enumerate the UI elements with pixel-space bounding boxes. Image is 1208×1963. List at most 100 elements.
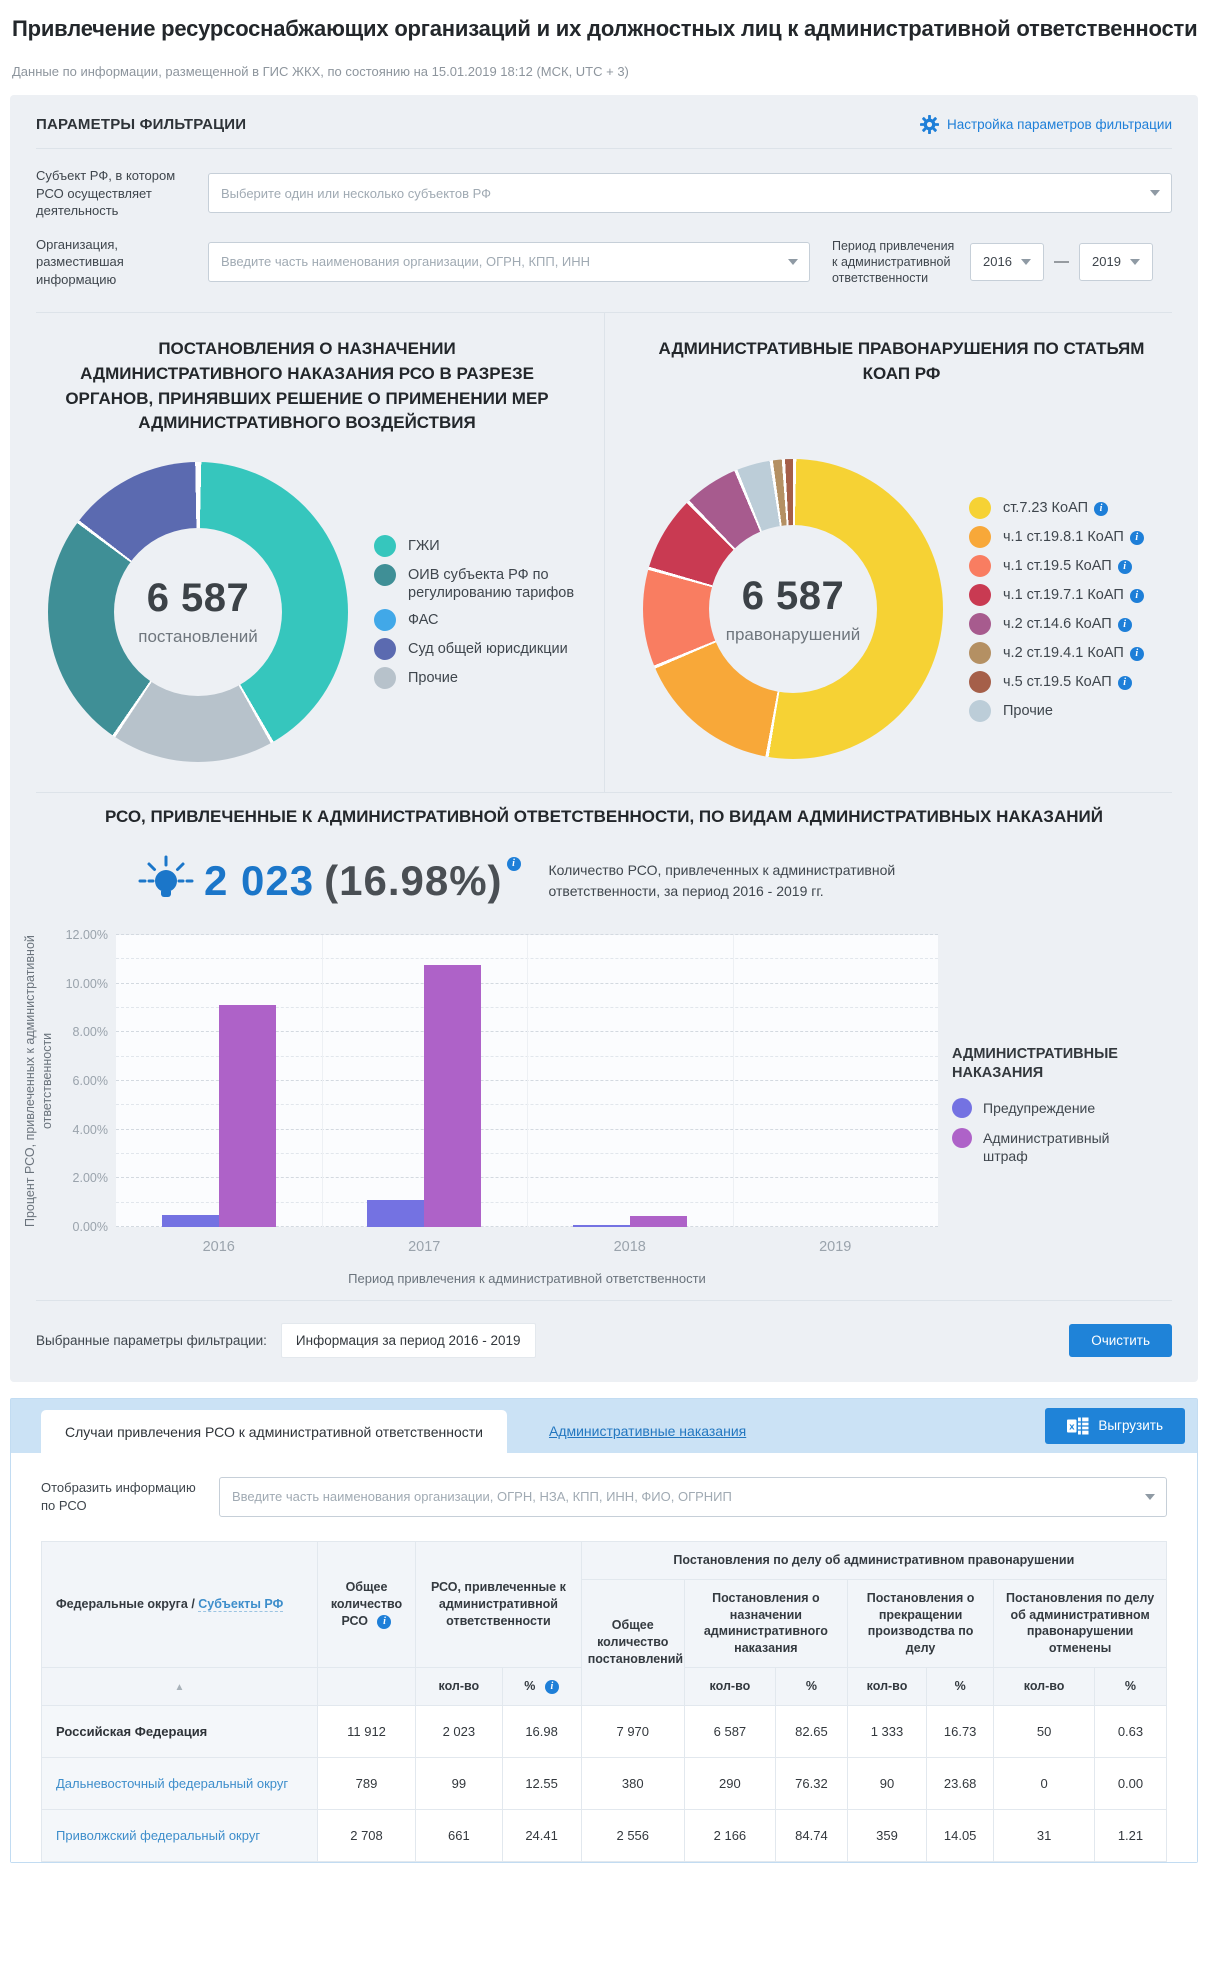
table-cell: 31 bbox=[993, 1809, 1095, 1863]
chevron-down-icon[interactable] bbox=[1145, 1493, 1155, 1500]
table-cell: 84.74 bbox=[774, 1809, 848, 1863]
x-axis-title: Период привлечения к административной от… bbox=[348, 1270, 706, 1286]
legend-label: ч.2 ст.14.6 КоАП i bbox=[1003, 613, 1132, 633]
table-cell: 76.32 bbox=[774, 1757, 848, 1811]
donut-section-offenses: АДМИНИСТРАТИВНЫЕ ПРАВОНАРУШЕНИЯ ПО СТАТЬ… bbox=[604, 313, 1198, 792]
table-cell: 7 970 bbox=[580, 1705, 685, 1759]
rso-filter-input[interactable] bbox=[219, 1476, 1167, 1517]
legend-item[interactable]: Административный штраф bbox=[952, 1127, 1190, 1165]
bar-group-2019 bbox=[733, 935, 939, 1227]
donut-total-value: 6 587 bbox=[741, 573, 845, 618]
bar-2018-Предупреждение[interactable] bbox=[572, 1225, 630, 1227]
legend-dot-icon bbox=[969, 699, 991, 722]
legend-item[interactable]: ч.1 ст.19.8.1 КоАП i bbox=[969, 525, 1144, 548]
legend-item[interactable]: ч.2 ст.14.6 КоАП i bbox=[969, 612, 1144, 635]
table-cell: 290 bbox=[683, 1757, 776, 1811]
bar-2016-Предупреждение[interactable] bbox=[161, 1214, 219, 1227]
legend-item[interactable]: ГЖИ bbox=[374, 534, 588, 557]
y-tick-label: 0.00% bbox=[72, 1219, 108, 1234]
info-icon[interactable]: i bbox=[1117, 618, 1132, 633]
period-filter-label: Период привлечения к административной от… bbox=[832, 238, 955, 286]
legend-label: ч.5 ст.19.5 КоАП i bbox=[1003, 671, 1132, 691]
legend-item[interactable]: ч.1 ст.19.7.1 КоАП i bbox=[969, 583, 1144, 606]
legend-item[interactable]: Прочие bbox=[969, 699, 1144, 722]
legend-label: Суд общей юрисдикции bbox=[408, 640, 568, 657]
info-icon[interactable]: i bbox=[1129, 647, 1144, 662]
bar-plot-area[interactable] bbox=[116, 933, 939, 1227]
filter-settings-link[interactable]: Настройка параметров фильтрации bbox=[919, 115, 1172, 134]
chevron-down-icon bbox=[1021, 258, 1031, 265]
info-icon[interactable]: i bbox=[544, 1679, 559, 1694]
legend-item[interactable]: Предупреждение bbox=[952, 1097, 1190, 1118]
info-icon[interactable]: i bbox=[506, 856, 521, 871]
legend-dot-icon bbox=[952, 1127, 972, 1148]
page: Привлечение ресурсоснабжающих организаци… bbox=[10, 16, 1198, 1864]
table-cell: 99 bbox=[415, 1757, 503, 1811]
info-icon[interactable]: i bbox=[1129, 589, 1144, 604]
info-icon[interactable]: i bbox=[377, 1614, 392, 1629]
legend-label: Предупреждение bbox=[983, 1099, 1096, 1116]
sort-header: ▲ bbox=[41, 1667, 318, 1707]
bar-2017-Административный штраф[interactable] bbox=[424, 965, 482, 1227]
info-icon[interactable]: i bbox=[1094, 502, 1109, 517]
info-icon[interactable]: i bbox=[1117, 676, 1132, 691]
legend-item[interactable]: ОИВ субъекта РФ по регулированию тарифов bbox=[374, 563, 588, 602]
bar-2016-Административный штраф[interactable] bbox=[218, 1005, 276, 1227]
district-link[interactable]: Дальневосточный федеральный округ bbox=[56, 1776, 289, 1792]
kpi-rso-count: 2 023 bbox=[204, 856, 315, 904]
table-cell: 14.05 bbox=[926, 1809, 995, 1863]
subjects-rf-link[interactable]: Субъекты РФ bbox=[198, 1597, 284, 1613]
legend-dot-icon bbox=[969, 554, 991, 577]
table-cell: 789 bbox=[316, 1757, 417, 1811]
donut-legend-offenses: ст.7.23 КоАП i ч.1 ст.19.8.1 КоАП i ч.1 ст.1… bbox=[969, 490, 1144, 729]
legend-item[interactable]: ч.5 ст.19.5 КоАП i bbox=[969, 670, 1144, 693]
col-header-federal-districts: Федеральные округа / Субъекты РФ bbox=[41, 1540, 318, 1669]
legend-dot-icon bbox=[374, 563, 396, 586]
info-icon[interactable]: i bbox=[1129, 531, 1144, 546]
y-tick-label: 8.00% bbox=[72, 1025, 108, 1040]
legend-item[interactable]: ст.7.23 КоАП i bbox=[969, 496, 1144, 519]
bar-2018-Административный штраф[interactable] bbox=[629, 1215, 687, 1227]
district-link[interactable]: Приволжский федеральный округ bbox=[56, 1828, 261, 1844]
table-cell: 380 bbox=[580, 1757, 685, 1811]
table-cell: 11 912 bbox=[316, 1705, 417, 1759]
export-button[interactable]: x Выгрузить bbox=[1045, 1407, 1185, 1444]
legend-item[interactable]: ч.2 ст.19.4.1 КоАП i bbox=[969, 641, 1144, 664]
legend-item[interactable]: Прочие bbox=[374, 666, 588, 689]
table-cell: 16.98 bbox=[501, 1705, 582, 1759]
legend-label: ст.7.23 КоАП i bbox=[1003, 497, 1109, 517]
subcol-qty: кол-во bbox=[993, 1667, 1095, 1707]
org-filter-input[interactable] bbox=[208, 241, 810, 282]
y-tick-label: 2.00% bbox=[72, 1171, 108, 1186]
chevron-down-icon bbox=[1130, 258, 1140, 265]
col-header-cancelled: Постановления по делу об административно… bbox=[993, 1578, 1167, 1669]
clear-filters-button[interactable]: Очистить bbox=[1069, 1323, 1172, 1357]
legend-item[interactable]: Суд общей юрисдикции bbox=[374, 637, 588, 660]
donut-chart-offenses[interactable]: 6 587 правонарушений bbox=[643, 459, 943, 760]
legend-item[interactable]: ч.1 ст.19.5 КоАП i bbox=[969, 554, 1144, 577]
donut-chart-resolutions[interactable]: 6 587 постановлений bbox=[48, 461, 348, 762]
chevron-down-icon[interactable] bbox=[1150, 190, 1160, 197]
legend-dot-icon bbox=[969, 496, 991, 519]
x-axis-labels: 2016 2017 2018 2019 bbox=[116, 1227, 938, 1255]
y-axis-ticks: 0.00% 2.00% 4.00% 6.00% 8.00% 10.00% 12.00% bbox=[60, 928, 116, 1234]
info-icon[interactable]: i bbox=[1117, 560, 1132, 575]
period-from-select[interactable]: 2016 bbox=[970, 242, 1044, 281]
legend-item[interactable]: ФАС bbox=[374, 608, 588, 631]
tab-rso-cases[interactable]: Случаи привлечения РСО к административно… bbox=[41, 1409, 507, 1453]
y-axis-label: Процент РСО, привлеченных к администрати… bbox=[23, 934, 54, 1227]
tab-administrative-penalties[interactable]: Административные наказания bbox=[548, 1422, 747, 1439]
legend-dot-icon bbox=[374, 534, 396, 557]
donut-total-value: 6 587 bbox=[146, 576, 250, 621]
bar-2017-Предупреждение[interactable] bbox=[367, 1200, 425, 1227]
y-tick-label: 6.00% bbox=[72, 1073, 108, 1088]
table-row: Приволжский федеральный округ 2 708 661 24.… bbox=[41, 1809, 1168, 1863]
table-cell: 12.55 bbox=[501, 1757, 582, 1811]
x-tick-label: 2017 bbox=[408, 1238, 441, 1255]
sort-asc-icon[interactable]: ▲ bbox=[174, 1682, 185, 1694]
table-panel: Случаи привлечения РСО к административно… bbox=[10, 1397, 1198, 1864]
chevron-down-icon[interactable] bbox=[788, 258, 798, 265]
subject-filter-input[interactable] bbox=[208, 173, 1172, 214]
period-to-select[interactable]: 2019 bbox=[1079, 242, 1153, 281]
table-cell: 661 bbox=[415, 1809, 503, 1863]
